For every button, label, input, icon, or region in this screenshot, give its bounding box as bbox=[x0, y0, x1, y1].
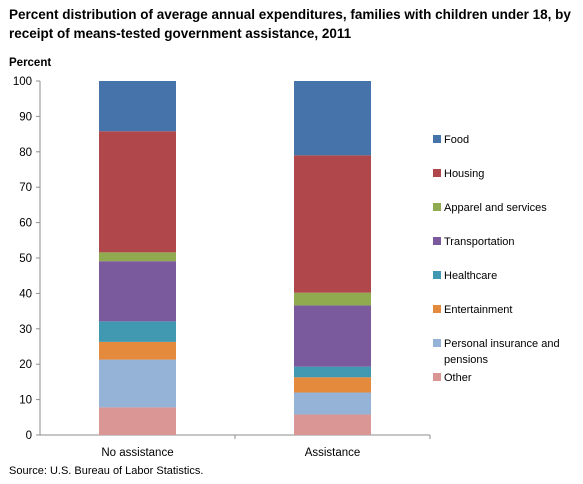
legend-label-healthcare: Healthcare bbox=[444, 270, 497, 282]
bar-segment-personal-insurance-and-pensions-no-assistance bbox=[99, 359, 176, 408]
bar-segment-food-assistance bbox=[294, 81, 371, 156]
bar-segment-healthcare-assistance bbox=[294, 366, 371, 378]
y-axis-unit-label: Percent bbox=[9, 57, 52, 69]
y-tick-label: 70 bbox=[19, 182, 32, 194]
chart-title: Percent distribution of average annual e… bbox=[9, 7, 571, 41]
legend-swatch-personal-insurance-and-pensions bbox=[433, 339, 441, 347]
bar-segment-other-no-assistance bbox=[99, 407, 176, 435]
y-tick-label: 50 bbox=[19, 253, 32, 265]
bars-layer bbox=[99, 81, 371, 435]
bar-segment-transportation-assistance bbox=[294, 305, 371, 367]
y-tick-label: 10 bbox=[19, 395, 32, 407]
bar-segment-personal-insurance-and-pensions-assistance bbox=[294, 392, 371, 415]
y-tick-label: 100 bbox=[13, 76, 32, 88]
legend-swatch-entertainment bbox=[433, 305, 441, 313]
legend-label-apparel-and-services: Apparel and services bbox=[444, 202, 547, 214]
y-tick-label: 30 bbox=[19, 324, 32, 336]
bar-segment-entertainment-assistance bbox=[294, 377, 371, 393]
bar-segment-healthcare-no-assistance bbox=[99, 321, 176, 342]
x-category-label: No assistance bbox=[101, 447, 173, 459]
legend-swatch-food bbox=[433, 135, 441, 143]
legend-label-entertainment: Entertainment bbox=[444, 304, 512, 316]
legend-swatch-housing bbox=[433, 169, 441, 177]
legend-label-housing: Housing bbox=[444, 168, 484, 180]
y-tick-label: 90 bbox=[19, 111, 32, 123]
legend-swatch-transportation bbox=[433, 237, 441, 245]
y-tick-label: 40 bbox=[19, 288, 32, 300]
source-note: Source: U.S. Bureau of Labor Statistics. bbox=[9, 465, 204, 477]
y-tick-label: 60 bbox=[19, 218, 32, 230]
bar-segment-entertainment-no-assistance bbox=[99, 341, 176, 360]
bar-segment-apparel-and-services-assistance bbox=[294, 292, 371, 306]
legend-swatch-apparel-and-services bbox=[433, 203, 441, 211]
legend-swatch-other bbox=[433, 373, 441, 381]
axis-layer: 0 10 20 30 40 50 60 70 80 90 100 No assistance Assis… bbox=[13, 76, 431, 459]
bar-segment-other-assistance bbox=[294, 414, 371, 435]
legend-label-other: Other bbox=[444, 372, 472, 384]
legend-label-food: Food bbox=[444, 134, 469, 146]
legend-label-personal-insurance-and-pensions: Personal insurance and pensions bbox=[444, 338, 560, 366]
x-category-label: Assistance bbox=[305, 447, 361, 459]
legend-label-transportation: Transportation bbox=[444, 236, 515, 248]
legend-swatch-healthcare bbox=[433, 271, 441, 279]
bar-segment-housing-assistance bbox=[294, 155, 371, 293]
y-tick-label: 0 bbox=[26, 430, 32, 442]
bar-segment-apparel-and-services-no-assistance bbox=[99, 252, 176, 262]
bar-segment-food-no-assistance bbox=[99, 81, 176, 132]
legend-layer: Food Housing Apparel and services Transport… bbox=[433, 134, 560, 384]
bar-segment-housing-no-assistance bbox=[99, 131, 176, 253]
y-tick-label: 20 bbox=[19, 359, 32, 371]
bar-segment-transportation-no-assistance bbox=[99, 261, 176, 322]
y-tick-label: 80 bbox=[19, 147, 32, 159]
